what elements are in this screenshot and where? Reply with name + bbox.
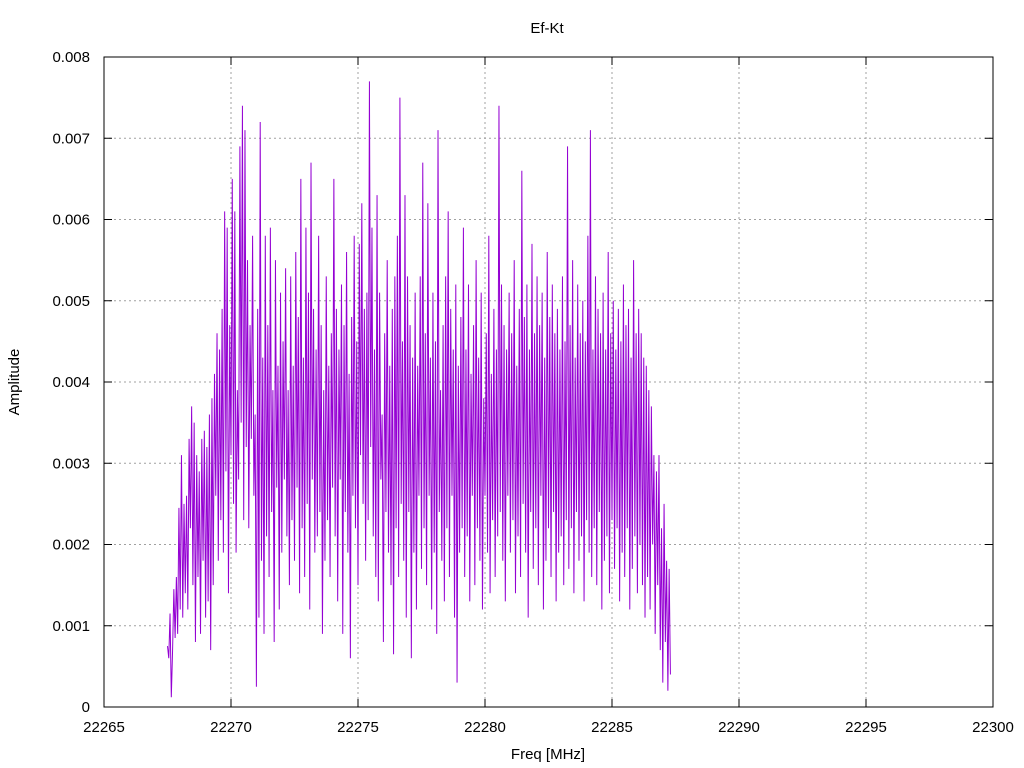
y-tick-label: 0.008 [52, 49, 90, 66]
chart-title: Ef-Kt [530, 20, 564, 37]
y-tick-label: 0.004 [52, 374, 90, 391]
x-tick-label: 22275 [337, 719, 379, 736]
plot-area [167, 81, 671, 698]
x-tick-label: 22265 [83, 719, 125, 736]
y-tick-label: 0.002 [52, 537, 90, 554]
y-tick-label: 0.006 [52, 212, 90, 229]
x-tick-label: 22285 [591, 719, 633, 736]
y-tick-label: 0.005 [52, 293, 90, 310]
x-tick-label: 22270 [210, 719, 252, 736]
series-line-0 [167, 81, 671, 698]
x-tick-label: 22280 [464, 719, 506, 736]
x-tick-label: 22295 [845, 719, 887, 736]
y-tick-label: 0.007 [52, 130, 90, 147]
y-tick-label: 0 [82, 699, 90, 716]
x-axis-label: Freq [MHz] [511, 746, 585, 763]
x-tick-label: 22290 [718, 719, 760, 736]
x-tick-label: 22300 [972, 719, 1014, 736]
axis-ticks: 22265 22270 22275 22280 22285 22290 22295 22300… [52, 49, 1013, 736]
y-tick-label: 0.003 [52, 455, 90, 472]
y-tick-label: 0.001 [52, 618, 90, 635]
y-axis-label: Amplitude [6, 349, 23, 416]
